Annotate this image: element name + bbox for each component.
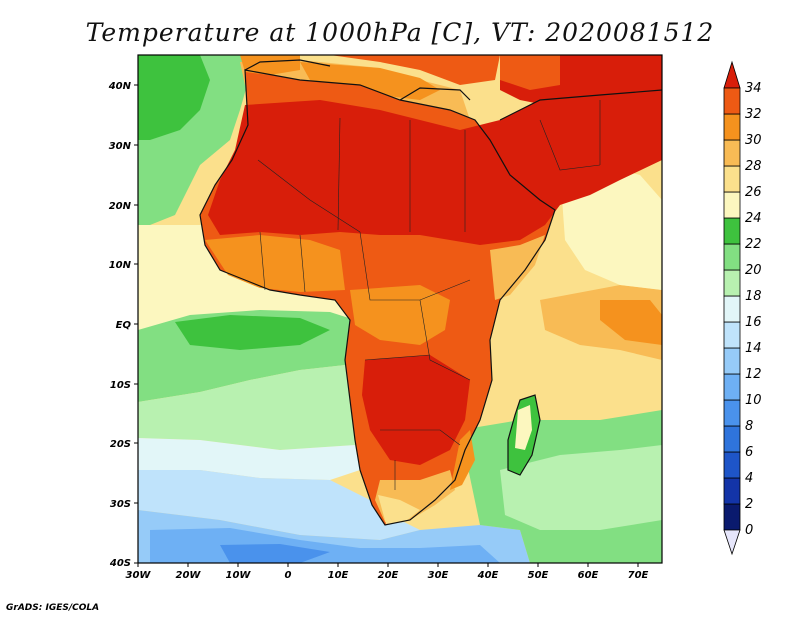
y-tick-label: 40S bbox=[109, 558, 131, 569]
colorbar-tick-label: 26 bbox=[745, 185, 762, 200]
colorbar-tick-label: 24 bbox=[745, 211, 762, 226]
colorbar-tick-label: 30 bbox=[745, 133, 762, 148]
x-tick-label: 30E bbox=[428, 570, 449, 581]
colorbar-tick-label: 34 bbox=[745, 81, 762, 96]
y-axis: 40N 30N 20N 10N EQ 10S 20S 30S 40S bbox=[108, 81, 138, 569]
colorbar-bin bbox=[723, 87, 741, 115]
temperature-field bbox=[138, 55, 662, 563]
colorbar-bin bbox=[723, 217, 741, 245]
colorbar-bin bbox=[723, 295, 741, 323]
colorbar-bin bbox=[723, 243, 741, 271]
colorbar-bin bbox=[723, 477, 741, 505]
x-tick-label: 10W bbox=[226, 570, 252, 581]
colorbar-tick-label: 12 bbox=[745, 367, 762, 382]
colorbar-tick-label: 22 bbox=[745, 237, 762, 252]
colorbar-tick-label: 14 bbox=[745, 341, 762, 356]
colorbar-bin bbox=[723, 139, 741, 167]
x-axis: 30W 20W 10W 0 10E 20E 30E 40E 50E 60E 70… bbox=[126, 563, 649, 581]
colorbar-bin bbox=[723, 425, 741, 453]
colorbar-tick-label: 28 bbox=[745, 159, 762, 174]
colorbar-tick-label: 2 bbox=[745, 497, 753, 512]
y-tick-label: 10N bbox=[109, 260, 132, 271]
y-tick-label: 10S bbox=[110, 380, 131, 391]
x-tick-label: 50E bbox=[528, 570, 549, 581]
colorbar-tick-label: 16 bbox=[745, 315, 762, 330]
colorbar-max-triangle bbox=[723, 60, 741, 89]
colorbar-tick-label: 18 bbox=[745, 289, 762, 304]
y-tick-label: 30S bbox=[110, 499, 131, 510]
colorbar-bin bbox=[723, 399, 741, 427]
colorbar-tick-label: 8 bbox=[745, 419, 753, 434]
colorbar-tick-label: 32 bbox=[745, 107, 762, 122]
y-tick-label: 20N bbox=[109, 201, 132, 212]
colorbar-bin bbox=[723, 451, 741, 479]
colorbar-tick-label: 4 bbox=[745, 471, 753, 486]
x-tick-label: 60E bbox=[578, 570, 599, 581]
colorbar-tick-label: 6 bbox=[745, 445, 753, 460]
x-tick-label: 0 bbox=[285, 570, 292, 581]
y-tick-label: 40N bbox=[108, 81, 132, 92]
x-tick-label: 70E bbox=[628, 570, 649, 581]
country-borders bbox=[257, 100, 601, 490]
colorbar-bin bbox=[723, 191, 741, 219]
colorbar-bin bbox=[723, 503, 741, 531]
colorbar-bin bbox=[723, 347, 741, 375]
x-tick-label: 30W bbox=[126, 570, 152, 581]
credit-label: GrADS: IGES/COLA bbox=[6, 603, 100, 613]
colorbar-tick-label: 20 bbox=[745, 263, 762, 278]
colorbar-bin bbox=[723, 373, 741, 401]
colorbar-min-triangle bbox=[723, 529, 741, 556]
colorbar-bin bbox=[723, 113, 741, 141]
colorbar-bin bbox=[723, 321, 741, 349]
y-tick-label: 20S bbox=[110, 439, 131, 450]
x-tick-label: 20W bbox=[176, 570, 202, 581]
x-tick-label: 20E bbox=[378, 570, 399, 581]
colorbar-bin bbox=[723, 269, 741, 297]
y-tick-label: EQ bbox=[116, 320, 132, 331]
colorbar-tick-label: 0 bbox=[745, 523, 753, 538]
x-tick-label: 10E bbox=[328, 570, 349, 581]
y-tick-label: 30N bbox=[109, 141, 132, 152]
x-tick-label: 40E bbox=[477, 570, 499, 581]
coastlines bbox=[199, 59, 662, 526]
colorbar-bin bbox=[723, 165, 741, 193]
colorbar-tick-label: 10 bbox=[745, 393, 762, 408]
map-title: Temperature at 1000hPa [C], VT: 20200815… bbox=[85, 18, 715, 47]
map-frame bbox=[137, 54, 663, 564]
